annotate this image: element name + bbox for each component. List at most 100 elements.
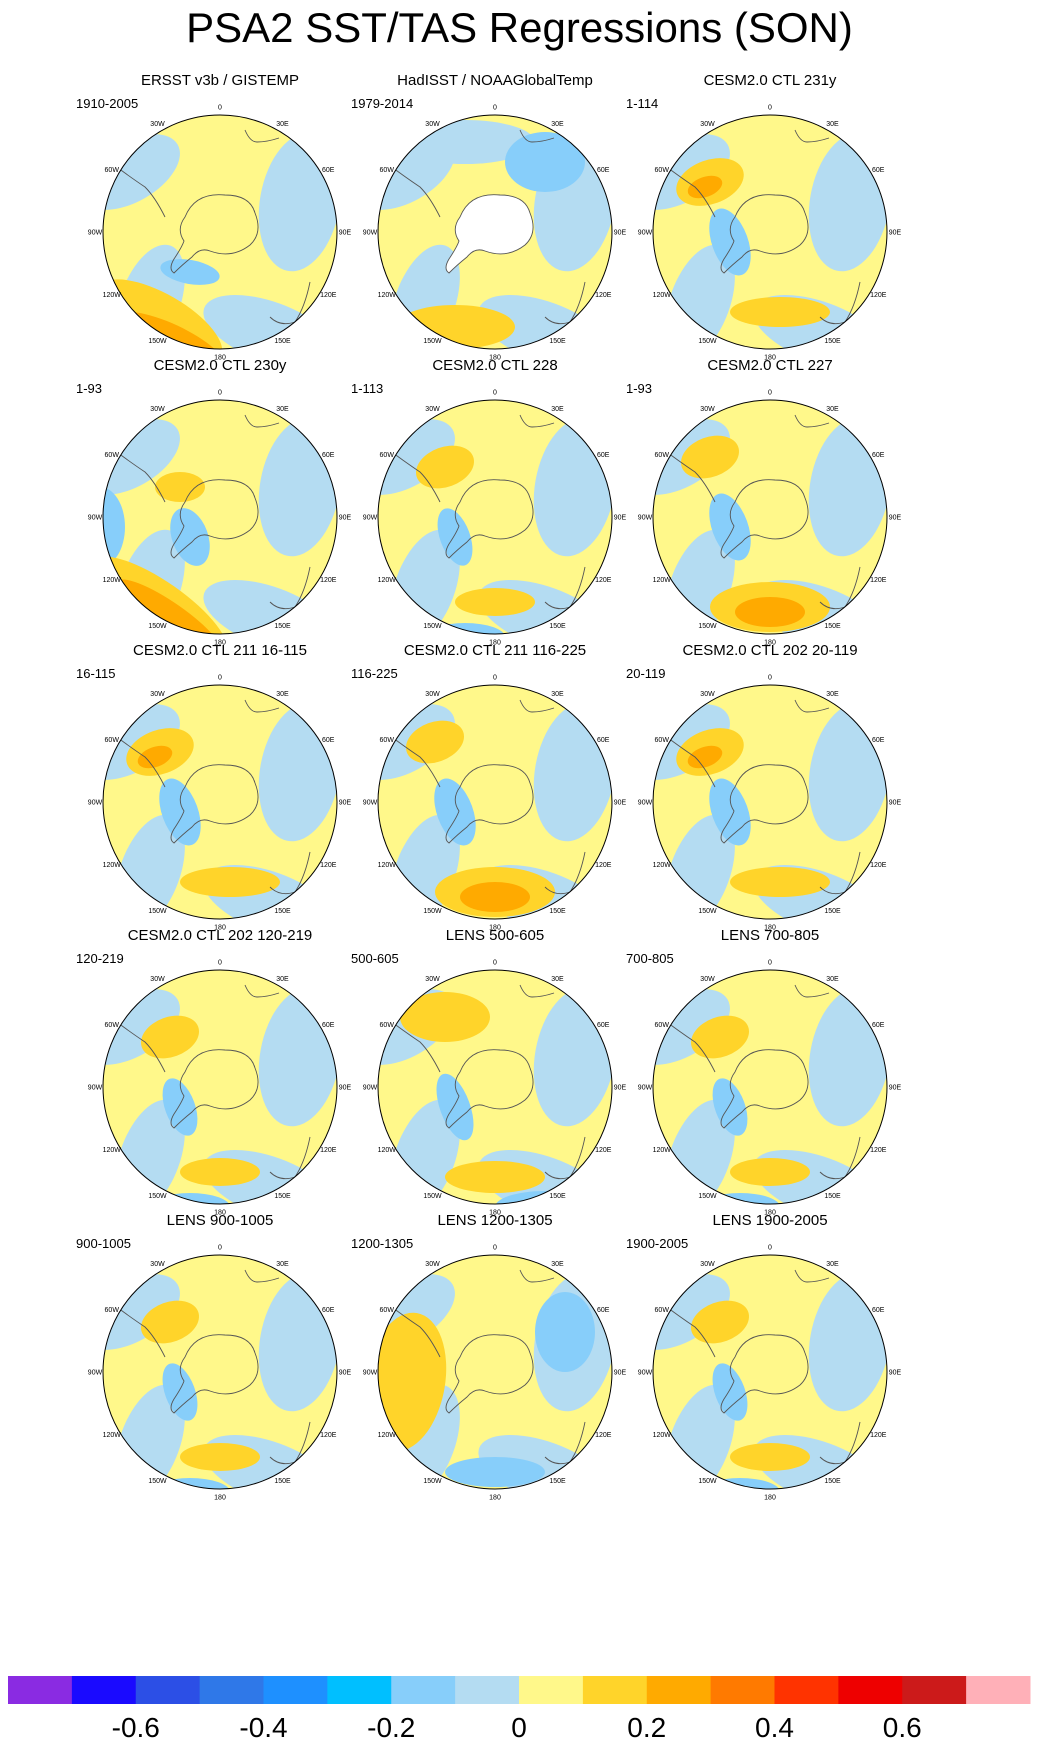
longitude-label: 30E (276, 691, 289, 698)
longitude-label: 60E (872, 737, 885, 744)
longitude-label: 30E (276, 1261, 289, 1268)
map-boundary (102, 399, 338, 635)
anomaly-region (445, 1161, 545, 1193)
coastline (659, 161, 716, 218)
longitude-label: 120E (320, 292, 337, 299)
longitude-label: 90E (889, 515, 902, 522)
longitude-label: 150W (423, 1478, 442, 1485)
longitude-label: 150W (148, 1478, 167, 1485)
longitude-label: 90E (339, 230, 352, 237)
polar-map: 0 30E 60E 90E 120E 150E 180 150W 120W 90W 60W 30W (363, 960, 627, 1217)
anomaly-region (203, 580, 337, 634)
map-panel: HadISST / NOAAGlobalTemp 1979-2014 0 30E 60E… (345, 72, 645, 392)
panel-year-range: 900-1005 (76, 1236, 131, 1251)
map-panel: ERSST v3b / GISTEMP 1910-2005 0 30E 60E 90E 12… (70, 72, 370, 392)
map-boundary (652, 969, 888, 1205)
coastline (244, 1269, 280, 1283)
longitude-label: 120E (320, 862, 337, 869)
colorbar-swatch (8, 1676, 73, 1704)
map-panel: CESM2.0 CTL 202 120-219 120-219 0 30E 60E 90E… (70, 927, 370, 1247)
longitude-label: 60W (655, 167, 670, 174)
longitude-label: 60E (872, 1307, 885, 1314)
longitude-label: 60E (872, 452, 885, 459)
longitude-label: 120E (870, 292, 887, 299)
longitude-label: 150W (148, 338, 167, 345)
longitude-label: 30E (551, 1261, 564, 1268)
longitude-label: 90W (363, 515, 378, 522)
anomaly-region (203, 295, 337, 349)
colorbar-swatch (646, 1676, 712, 1704)
anomaly-region (478, 295, 612, 349)
longitude-label: 150E (824, 338, 841, 345)
longitude-label: 60W (655, 452, 670, 459)
coastline (109, 1301, 166, 1358)
coastline (794, 129, 830, 143)
longitude-label: 180 (214, 1210, 226, 1217)
longitude-label: 60W (105, 737, 120, 744)
colorbar-swatch (199, 1676, 264, 1704)
longitude-label: 30E (826, 976, 839, 983)
coastline (244, 414, 280, 428)
coastline (109, 446, 166, 503)
coastline (109, 161, 166, 218)
longitude-label: 90E (339, 800, 352, 807)
map-boundary (377, 114, 613, 350)
longitude-label: 180 (489, 640, 501, 647)
longitude-label: 120E (320, 577, 337, 584)
longitude-label: 120W (378, 1432, 397, 1439)
anomaly-region (535, 1292, 595, 1372)
colorbar-tick-label: 0 (511, 1712, 527, 1743)
longitude-label: 90E (614, 1370, 627, 1377)
panel-title: CESM2.0 CTL 227 (707, 357, 833, 374)
longitude-label: 60W (380, 1022, 395, 1029)
anomaly-region (730, 867, 830, 897)
anomaly-region (140, 1300, 200, 1344)
longitude-label: 120W (378, 1147, 397, 1154)
longitude-label: 90E (614, 230, 627, 237)
longitude-label: 180 (214, 1495, 226, 1502)
longitude-label: 60W (105, 1022, 120, 1029)
colorbar-swatch (263, 1676, 328, 1704)
longitude-label: 180 (489, 1495, 501, 1502)
antarctica-outline (170, 1049, 259, 1129)
anomaly-region (690, 1300, 750, 1344)
panel-year-range: 1910-2005 (76, 96, 139, 111)
map-boundary (102, 969, 338, 1205)
antarctica-outline (445, 764, 534, 844)
polar-map: 0 30E 60E 90E 120E 150E 180 150W 120W 90W 60W 30W (88, 1245, 352, 1502)
polar-map: 0 30E 60E 90E 120E 150E 180 150W 120W 90W 60W 30W (638, 105, 902, 362)
coastline (794, 699, 830, 713)
anomaly-region (78, 497, 102, 557)
map-boundary (377, 684, 613, 920)
longitude-label: 150W (423, 1193, 442, 1200)
longitude-label: 30W (150, 976, 165, 983)
colorbar-swatch (710, 1676, 775, 1704)
longitude-label: 120W (653, 577, 672, 584)
longitude-label: 90W (363, 1370, 378, 1377)
longitude-label: 0 (768, 960, 772, 967)
polar-map: 0 30E 60E 90E 120E 150E 180 150W 120W 90W 60W 30W (88, 675, 352, 932)
panel-year-range: 700-805 (626, 951, 674, 966)
panel-title: LENS 900-1005 (166, 1212, 274, 1229)
coastline (794, 984, 830, 998)
longitude-label: 180 (214, 640, 226, 647)
longitude-label: 0 (493, 675, 497, 682)
longitude-label: 30E (826, 121, 839, 128)
longitude-label: 150E (274, 1193, 291, 1200)
panel-title: HadISST / NOAAGlobalTemp (397, 72, 593, 89)
anomaly-region (460, 882, 530, 912)
longitude-label: 30E (276, 976, 289, 983)
longitude-label: 90W (638, 515, 653, 522)
colorbar-swatch (455, 1676, 520, 1704)
longitude-label: 120E (870, 1432, 887, 1439)
anomaly-region (415, 445, 475, 489)
longitude-label: 30E (551, 121, 564, 128)
longitude-label: 60E (322, 167, 335, 174)
longitude-label: 120W (653, 1147, 672, 1154)
longitude-label: 0 (768, 1245, 772, 1252)
anomaly-region (690, 1015, 750, 1059)
longitude-label: 150E (274, 623, 291, 630)
anomaly-region (155, 472, 205, 502)
polar-map: 0 30E 60E 90E 120E 150E 180 150W 120W 90W 60W 30W (638, 390, 902, 647)
longitude-label: 30W (150, 1261, 165, 1268)
